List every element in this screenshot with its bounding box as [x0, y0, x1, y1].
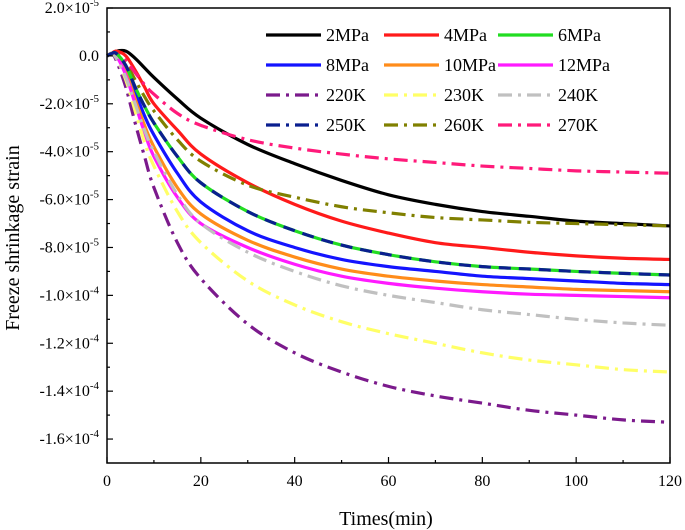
legend-item-270k: 270K [498, 115, 598, 135]
legend-item-6mpa: 6MPa [498, 25, 601, 45]
legend-label: 2MPa [326, 25, 369, 45]
plot-border [106, 7, 671, 464]
y-tick-label: 2.0×10-5 [45, 0, 100, 17]
series-line-270k [106, 51, 671, 175]
series-line-260k [106, 51, 671, 228]
x-tick-label: 40 [287, 473, 303, 490]
series-line-4mpa [106, 49, 671, 262]
x-tick-label: 60 [381, 473, 397, 490]
legend-item-8mpa: 8MPa [266, 55, 369, 75]
legend-label: 250K [326, 115, 366, 135]
legend-item-220k: 220K [266, 85, 366, 105]
y-tick-label: 0.0 [79, 48, 99, 65]
legend-item-2mpa: 2MPa [266, 25, 369, 45]
x-tick-label: 20 [193, 473, 209, 490]
legend-item-240k: 240K [498, 85, 598, 105]
x-tick-label: 0 [103, 473, 111, 490]
x-tick-label: 100 [564, 473, 588, 490]
legend-label: 6MPa [558, 25, 601, 45]
plot-frame: 0 20 40 60 80 100 120 2.0×10-5 0.0 -2.0×10-5 -4.0×… [39, 0, 682, 490]
legend-label: 260K [444, 115, 484, 135]
legend-label: 4MPa [444, 25, 487, 45]
y-tick-label: -6.0×10-5 [39, 189, 99, 209]
y-tick-label: -1.6×10-4 [39, 428, 99, 448]
y-tick-label: -2.0×10-5 [39, 93, 99, 113]
y-tick-label: -1.2×10-4 [39, 332, 99, 352]
legend: 2MPa 4MPa 6MPa 8MPa 10MPa 12MPa 220K 230K 240K 25… [266, 25, 610, 135]
legend-label: 270K [558, 115, 598, 135]
series-line-250k [106, 50, 671, 277]
series-line-220k [106, 51, 671, 424]
legend-item-260k: 260K [384, 115, 484, 135]
y-tick-label: -8.0×10-5 [39, 236, 99, 256]
y-axis-label: Freeze shrinkage strain [2, 145, 24, 330]
legend-label: 230K [444, 85, 484, 105]
legend-item-230k: 230K [384, 85, 484, 105]
series-line-240k [106, 51, 671, 327]
y-tick-label: -1.0×10-4 [39, 284, 99, 304]
legend-item-4mpa: 4MPa [384, 25, 487, 45]
legend-label: 220K [326, 85, 366, 105]
x-axis-label: Times(min) [339, 508, 433, 530]
legend-label: 8MPa [326, 55, 369, 75]
legend-item-12mpa: 12MPa [498, 55, 610, 75]
legend-label: 240K [558, 85, 598, 105]
x-tick-label: 80 [474, 473, 490, 490]
legend-label: 10MPa [444, 55, 496, 75]
legend-label: 12MPa [558, 55, 610, 75]
series-line-2mpa [106, 48, 671, 228]
y-tick-label: -1.4×10-4 [39, 380, 99, 400]
legend-item-250k: 250K [266, 115, 366, 135]
y-tick-label: -4.0×10-5 [39, 141, 99, 161]
series-layer [106, 48, 671, 424]
x-tick-label: 120 [658, 473, 682, 490]
legend-item-10mpa: 10MPa [384, 55, 496, 75]
